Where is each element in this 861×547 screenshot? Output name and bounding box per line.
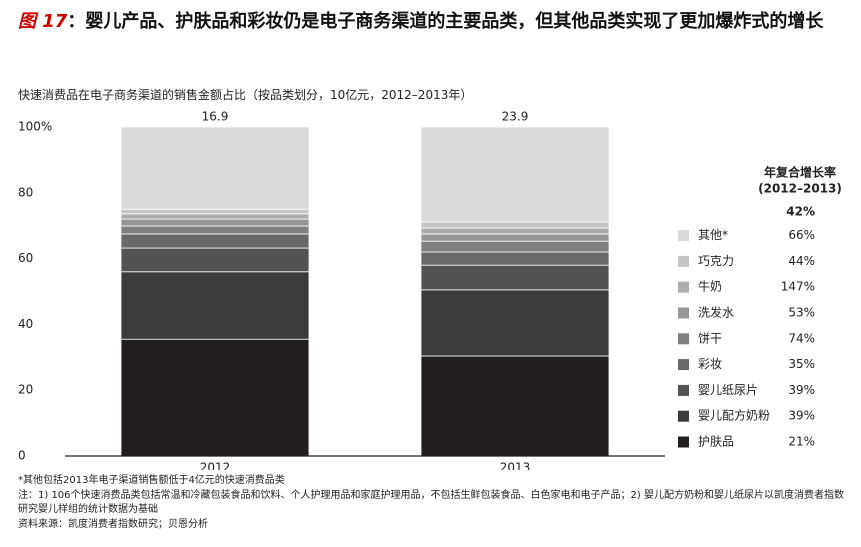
- cagr-label: 39%: [788, 409, 815, 423]
- footnote: *其他包括2013年电子渠道销售额低于4亿元的快速消费品类: [18, 475, 285, 486]
- bar-segment: [420, 227, 610, 235]
- total-label: 16.9: [202, 110, 229, 124]
- cagr-header: 年复合增长率: [764, 165, 836, 180]
- legend-swatch: [678, 359, 689, 371]
- legend-swatch: [678, 410, 689, 422]
- legend-swatch: [678, 255, 689, 267]
- bar-segment: [420, 355, 610, 457]
- legend-label: 饼干: [698, 331, 722, 345]
- x-tick-label: 2013: [500, 461, 531, 471]
- title-text: ：婴儿产品、护肤品和彩妆仍是电子商务渠道的主要品类，但其他品类实现了更加爆炸式的…: [67, 11, 824, 32]
- bar-segment: [420, 264, 610, 291]
- cagr-total: 42%: [786, 205, 815, 219]
- bar-segment: [420, 240, 610, 253]
- figure-label: 图 17: [18, 11, 68, 32]
- legend-label: 婴儿纸尿片: [698, 383, 758, 397]
- x-tick-label: 2012: [200, 461, 231, 471]
- cagr-label: 39%: [788, 383, 815, 397]
- y-tick-label: 0: [18, 449, 26, 463]
- legend-swatch: [678, 281, 689, 293]
- cagr-label: 147%: [781, 280, 815, 294]
- footnote: 注：1) 106个快速消费品类包括常温和冷藏包装食品和饮料、个人护理用品和家庭护…: [18, 489, 844, 516]
- cagr-label: 53%: [788, 306, 815, 320]
- y-tick-label: 20: [18, 383, 33, 397]
- cagr-header: (2012–2013): [758, 182, 842, 196]
- legend-swatch: [678, 230, 689, 242]
- cagr-label: 35%: [788, 357, 815, 371]
- legend-swatch: [678, 307, 689, 319]
- legend-label: 护肤品: [698, 434, 734, 449]
- bar-segment: [420, 126, 610, 223]
- cagr-label: 66%: [788, 228, 815, 242]
- legend-label: 巧克力: [698, 254, 734, 268]
- bar-segment: [120, 338, 310, 457]
- bar-segment: [120, 271, 310, 340]
- bar-segment: [120, 218, 310, 227]
- legend-label: 洗发水: [698, 305, 734, 320]
- bar-segment: [120, 247, 310, 273]
- bar-segment: [120, 213, 310, 220]
- cagr-label: 44%: [788, 254, 815, 268]
- bar-segment: [120, 126, 310, 210]
- bar-segment: [420, 251, 610, 266]
- legend-label: 其他*: [698, 228, 728, 242]
- footnote: 资料来源：凯度消费者指数研究；贝恩分析: [18, 518, 208, 530]
- legend-swatch: [678, 384, 689, 396]
- legend-swatch: [678, 436, 689, 448]
- footnotes: *其他包括2013年电子渠道销售额低于4亿元的快速消费品类注：1) 106个快速…: [18, 474, 848, 532]
- cagr-label: 21%: [788, 435, 815, 449]
- y-tick-label: 60: [18, 251, 33, 265]
- legend-label: 婴儿配方奶粉: [698, 408, 770, 423]
- total-label: 23.9: [502, 110, 529, 124]
- legend-swatch: [678, 333, 689, 345]
- y-tick-label: 40: [18, 317, 33, 331]
- legend-label: 牛奶: [698, 279, 722, 294]
- y-tick-label: 100%: [18, 120, 52, 134]
- bar-segment: [420, 221, 610, 229]
- cagr-label: 74%: [788, 331, 815, 345]
- bar-segment: [120, 225, 310, 235]
- bar-segment: [120, 208, 310, 215]
- subtitle: 快速消费品在电子商务渠道的销售金额占比（按品类划分，10亿元，2012–2013…: [18, 88, 473, 102]
- legend-label: 彩妆: [698, 357, 722, 371]
- bar-segment: [420, 233, 610, 242]
- title: 图 17：婴儿产品、护肤品和彩妆仍是电子商务渠道的主要品类，但其他品类实现了更加…: [18, 8, 848, 36]
- bar-segment: [120, 233, 310, 249]
- chart: 0 20 40 60 80 100% 16.9 2012 23.9 2013 年复合增长率 (2012…: [18, 110, 842, 471]
- y-tick-label: 80: [18, 185, 33, 199]
- bar-segment: [420, 289, 610, 357]
